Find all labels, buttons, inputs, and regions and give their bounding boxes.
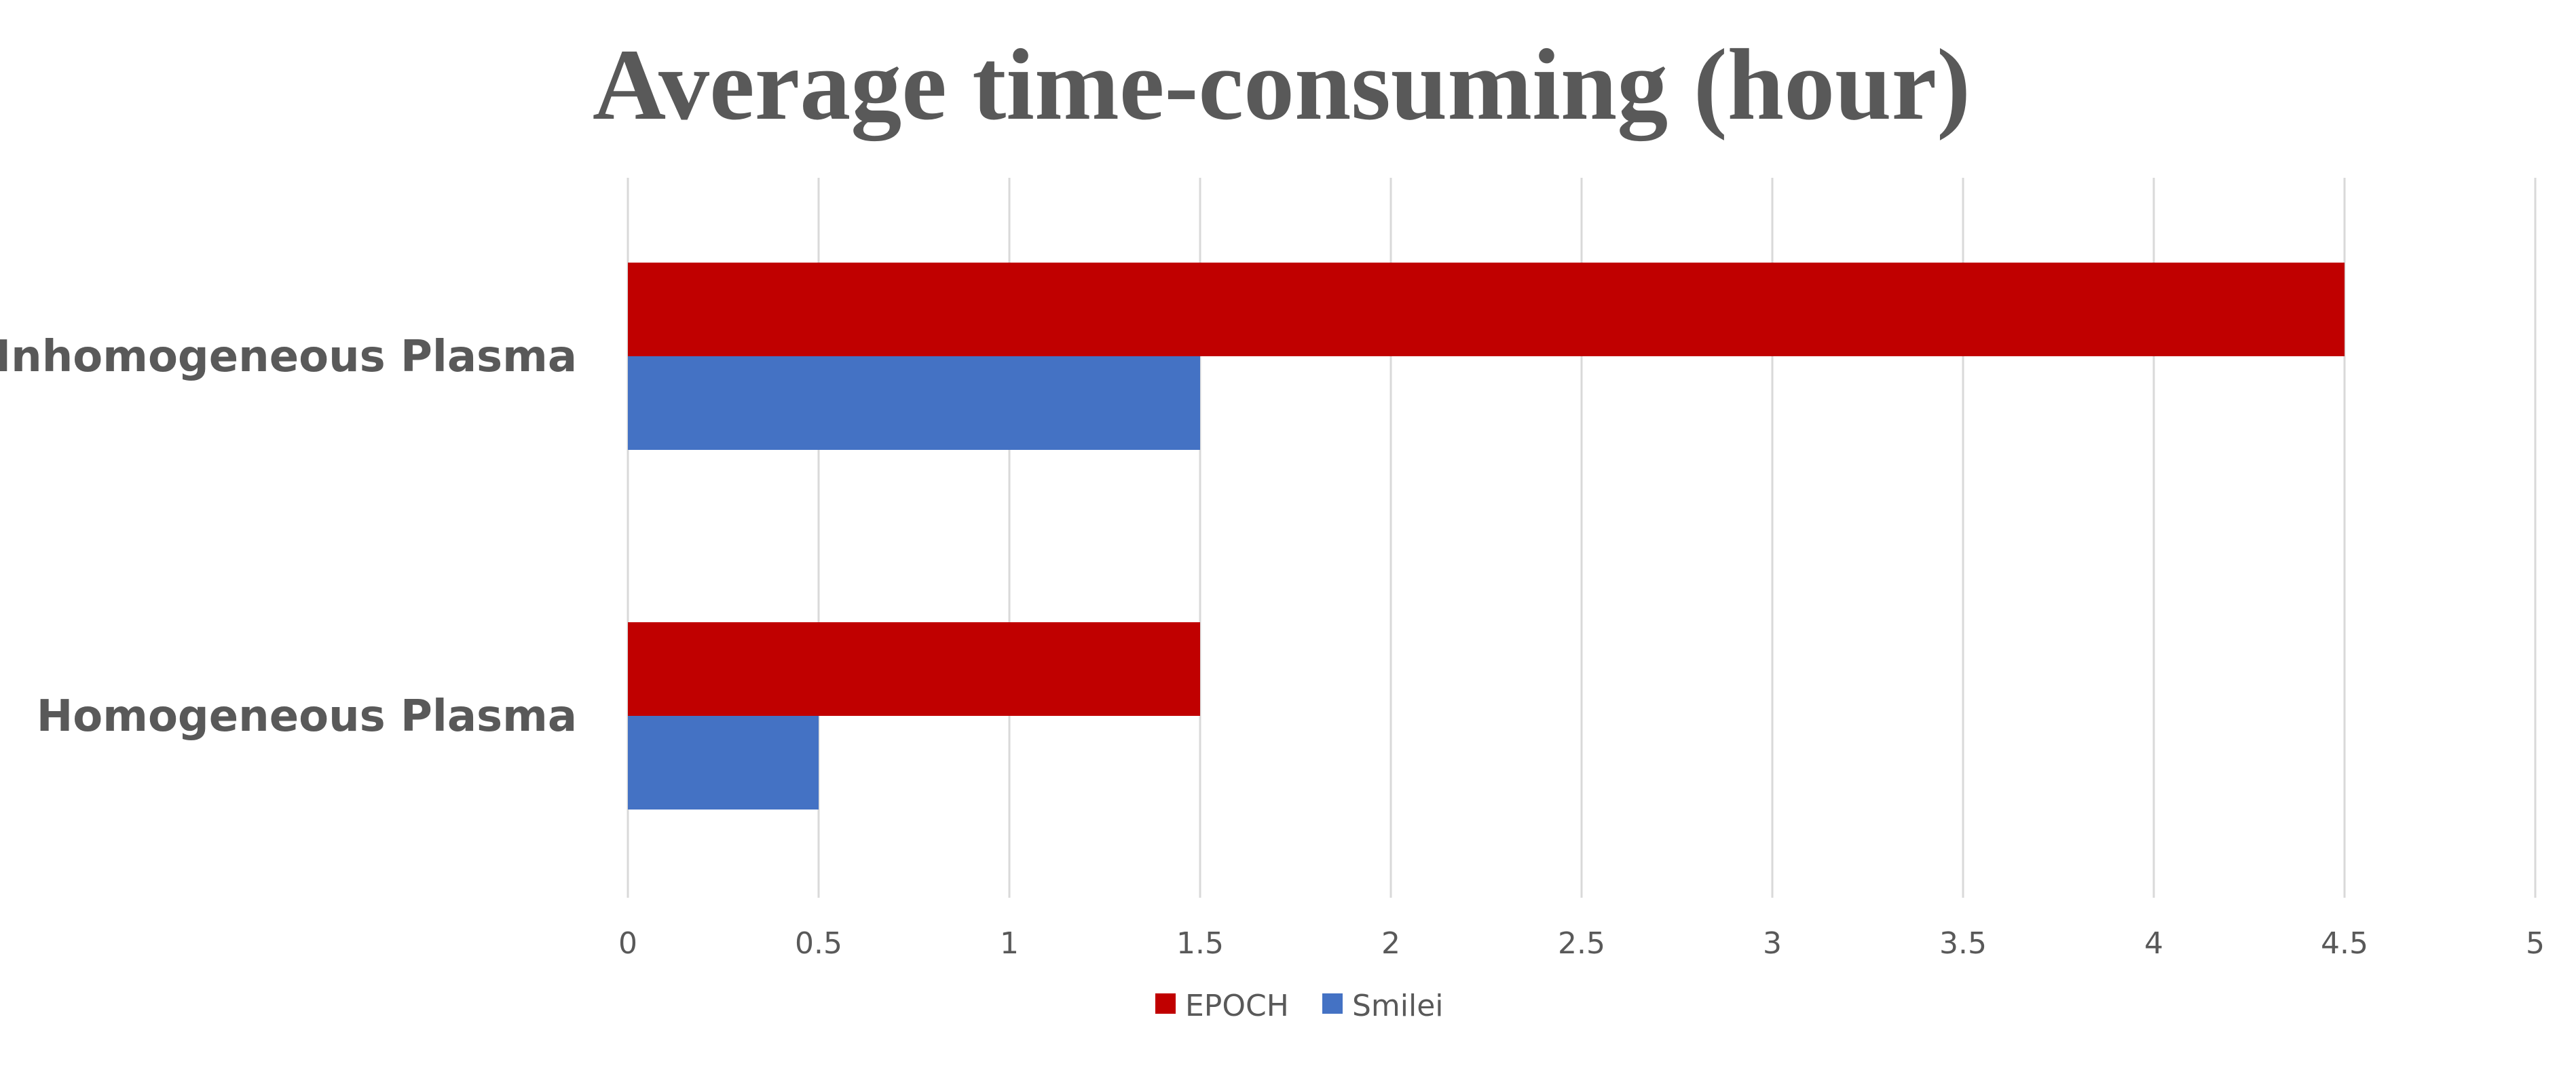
bar-smilei-1 [628, 356, 1200, 450]
x-tick-label: 0 [618, 926, 637, 961]
x-tick-label: 5 [2526, 926, 2545, 961]
x-tick-label: 2.5 [1558, 926, 1605, 961]
legend-swatch-epoch [1155, 993, 1176, 1014]
category-label: Inhomogeneous Plasma [0, 332, 577, 382]
x-tick-label: 3 [1763, 926, 1782, 961]
x-axis-tick-labels: 0 0.5 1 1.5 2 2.5 3 3.5 4 4.5 5 [618, 926, 2545, 961]
bar-smilei-2 [628, 716, 819, 810]
legend-swatch-smilei [1322, 993, 1343, 1014]
legend: EPOCH Smilei [1155, 989, 1444, 1023]
x-tick-label: 0.5 [795, 926, 842, 961]
x-tick-label: 4.5 [2321, 926, 2368, 961]
category-label: Homogeneous Plasma [37, 691, 577, 742]
x-tick-label: 4 [2144, 926, 2163, 961]
x-tick-label: 1 [1000, 926, 1019, 961]
legend-label-epoch: EPOCH [1185, 989, 1289, 1023]
x-tick-label: 2 [1381, 926, 1400, 961]
x-tick-label: 1.5 [1176, 926, 1224, 961]
bar-epoch-2 [628, 622, 1200, 716]
chart-title: Average time-consuming (hour) [593, 28, 1971, 141]
legend-label-smilei: Smilei [1352, 989, 1444, 1023]
x-tick-label: 3.5 [1939, 926, 1987, 961]
bars [628, 263, 2345, 810]
category-labels: Inhomogeneous Plasma Homogeneous Plasma [0, 332, 577, 742]
bar-epoch-1 [628, 263, 2345, 356]
